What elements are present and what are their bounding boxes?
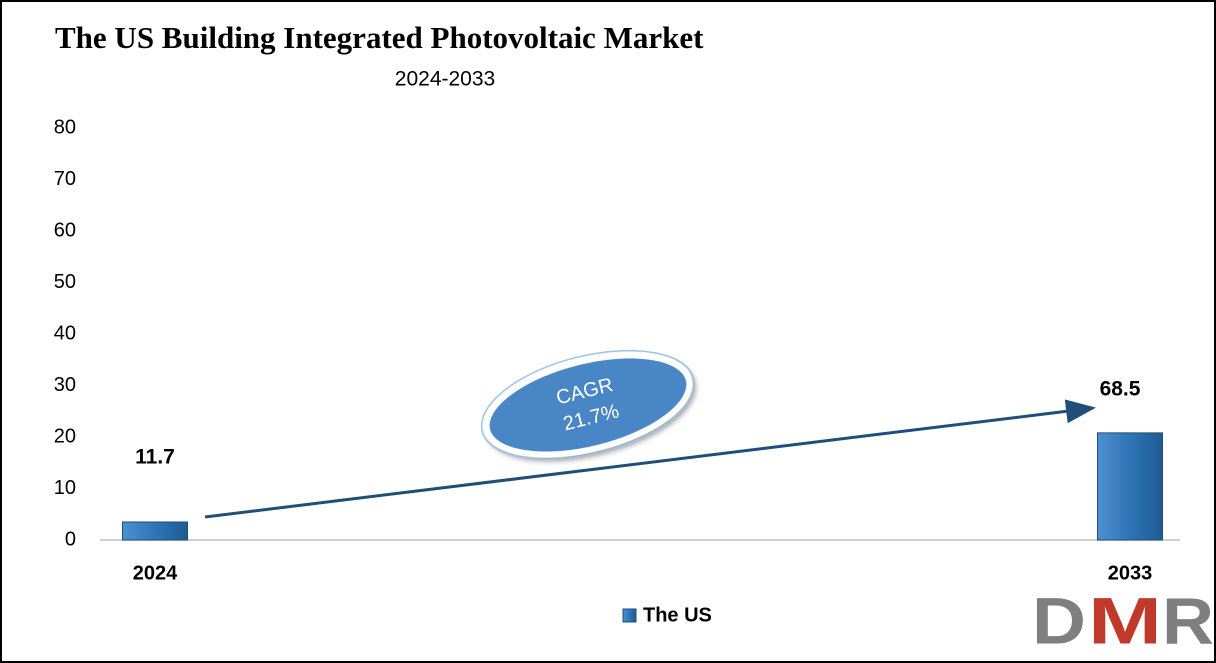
cagr-outline [480, 349, 696, 461]
cagr-bubble [483, 352, 693, 458]
y-tick-label: 0 [65, 528, 76, 550]
bar [122, 521, 188, 541]
y-tick-label: 60 [54, 219, 76, 241]
logo-letter: D [1032, 583, 1086, 657]
y-tick-label: 70 [54, 168, 76, 190]
data-label: 68.5 [1100, 378, 1141, 401]
cagr-arrow [204, 399, 1096, 519]
legend-label: The US [643, 604, 712, 626]
y-tick-label: 20 [54, 425, 76, 447]
legend-swatch [622, 608, 637, 623]
logo-letter: R [1162, 583, 1214, 657]
logo-letter: M [1088, 583, 1162, 657]
y-tick-label: 80 [54, 116, 76, 138]
y-tick-label: 40 [54, 322, 76, 344]
y-tick-label: 10 [54, 477, 76, 499]
x-tick-label: 2033 [1108, 562, 1153, 584]
data-label: 11.7 [135, 446, 175, 469]
chart-title: The US Building Integrated Photovoltaic … [55, 20, 704, 55]
bar [1097, 432, 1163, 541]
chart-subtitle: 2024-2033 [395, 68, 495, 91]
y-tick-label: 30 [54, 374, 76, 396]
y-tick-label: 50 [54, 271, 76, 293]
x-tick-label: 2024 [133, 562, 178, 584]
